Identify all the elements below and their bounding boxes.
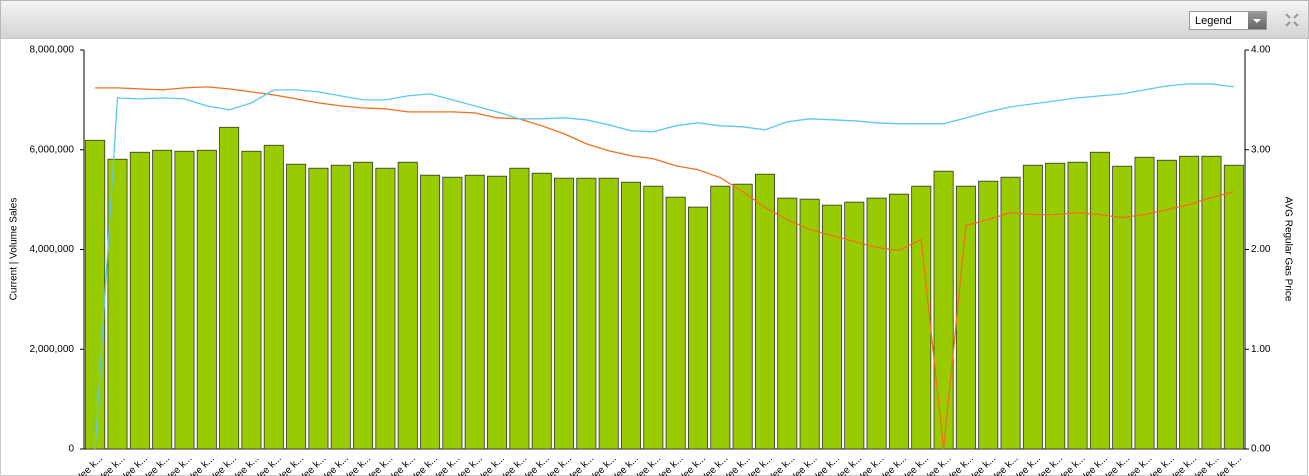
bar xyxy=(1156,159,1177,450)
bar xyxy=(1045,162,1066,450)
bar xyxy=(85,139,106,450)
bar xyxy=(911,185,932,450)
y-tick-label: 2,000,000 xyxy=(30,344,75,355)
bar xyxy=(1067,161,1088,450)
y-axis-title: Current | Volume Sales xyxy=(9,198,20,301)
y-tick-label: 0 xyxy=(68,444,74,455)
bar xyxy=(241,150,262,450)
bar xyxy=(196,149,217,450)
bar xyxy=(687,206,708,450)
bar xyxy=(844,201,865,450)
bar xyxy=(732,183,753,450)
bar xyxy=(375,167,396,450)
line xyxy=(94,83,1234,450)
y2-tick-label: 1.00 xyxy=(1251,344,1271,355)
bar xyxy=(1022,164,1043,450)
bar xyxy=(420,174,441,450)
y2-tick-label: 0.00 xyxy=(1251,444,1271,455)
bar xyxy=(464,174,485,450)
bar xyxy=(978,180,999,450)
bar xyxy=(397,161,418,450)
legend-select-label: Legend xyxy=(1195,15,1232,27)
bar xyxy=(1223,164,1244,450)
bar xyxy=(353,161,374,450)
legend-select[interactable]: Legend xyxy=(1189,11,1267,30)
bar xyxy=(286,163,307,450)
expand-icon[interactable] xyxy=(1285,13,1299,27)
bar xyxy=(754,173,775,450)
bar xyxy=(576,177,597,450)
bar xyxy=(308,167,329,450)
bar xyxy=(107,158,128,450)
bar xyxy=(442,176,463,450)
bar xyxy=(554,177,575,450)
y2-tick-label: 3.00 xyxy=(1251,144,1271,155)
dropdown-arrow xyxy=(1248,12,1266,29)
bar xyxy=(799,198,820,450)
bar xyxy=(777,197,798,450)
chart: Current | Volume Sales AVG Regular Gas P… xyxy=(0,38,1308,476)
bar xyxy=(219,126,240,450)
bar xyxy=(1089,151,1110,450)
bar xyxy=(330,164,351,450)
y2-axis-title: AVG Regular Gas Price xyxy=(1282,197,1293,302)
bar xyxy=(665,196,686,450)
bar xyxy=(643,185,664,450)
bar xyxy=(129,151,150,450)
bar xyxy=(1112,165,1133,450)
bar xyxy=(487,175,508,450)
y2-tick-label: 4.00 xyxy=(1251,45,1271,56)
bar xyxy=(531,172,552,450)
bar xyxy=(1134,156,1155,450)
bar xyxy=(263,144,284,450)
bar xyxy=(621,181,642,450)
bar xyxy=(1201,155,1222,450)
y-tick-label: 4,000,000 xyxy=(30,244,75,255)
bar xyxy=(174,150,195,450)
bar xyxy=(598,177,619,450)
line xyxy=(95,86,1235,450)
bar xyxy=(710,185,731,450)
bar xyxy=(509,167,530,450)
bar xyxy=(1179,155,1200,450)
bar xyxy=(1000,176,1021,450)
bar xyxy=(866,197,887,450)
toolbar: Legend xyxy=(0,0,1309,39)
bar xyxy=(888,193,909,450)
bar xyxy=(152,149,173,450)
y-tick-label: 6,000,000 xyxy=(30,144,75,155)
bar xyxy=(821,204,842,450)
y2-tick-label: 2.00 xyxy=(1251,244,1271,255)
bar xyxy=(933,170,954,450)
y-tick-label: 8,000,000 xyxy=(30,45,75,56)
